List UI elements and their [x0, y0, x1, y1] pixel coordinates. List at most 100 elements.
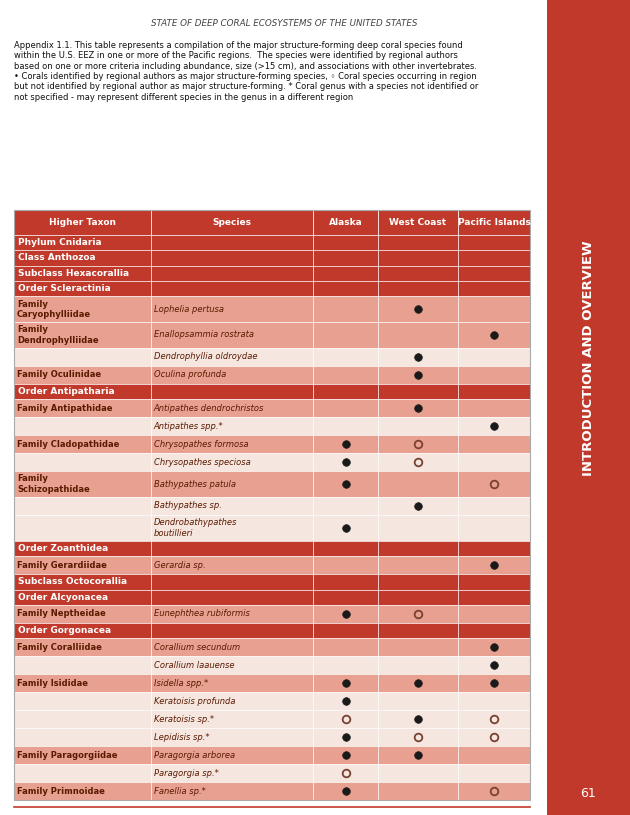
FancyBboxPatch shape [313, 417, 378, 435]
Text: Corallium secundum: Corallium secundum [154, 643, 240, 652]
Text: Lepidisis sp.*: Lepidisis sp.* [154, 733, 210, 742]
FancyBboxPatch shape [151, 623, 313, 638]
FancyBboxPatch shape [458, 497, 530, 515]
FancyBboxPatch shape [151, 250, 313, 266]
FancyBboxPatch shape [151, 266, 313, 281]
FancyBboxPatch shape [151, 589, 313, 605]
Text: Isidella spp.*: Isidella spp.* [154, 679, 208, 688]
FancyBboxPatch shape [14, 235, 151, 250]
FancyBboxPatch shape [378, 656, 458, 674]
FancyBboxPatch shape [378, 399, 458, 417]
FancyBboxPatch shape [378, 556, 458, 574]
FancyBboxPatch shape [14, 210, 151, 235]
Text: Higher Taxon: Higher Taxon [49, 218, 116, 227]
FancyBboxPatch shape [458, 574, 530, 589]
FancyBboxPatch shape [14, 399, 151, 417]
Bar [14, 210, 530, 800]
FancyBboxPatch shape [151, 417, 313, 435]
FancyBboxPatch shape [378, 417, 458, 435]
FancyBboxPatch shape [458, 556, 530, 574]
FancyBboxPatch shape [313, 747, 378, 764]
FancyBboxPatch shape [313, 693, 378, 711]
Text: Family Neptheidae: Family Neptheidae [17, 610, 106, 619]
FancyBboxPatch shape [14, 453, 151, 471]
FancyBboxPatch shape [458, 674, 530, 693]
Text: Paragorgia arborea: Paragorgia arborea [154, 751, 235, 760]
FancyBboxPatch shape [313, 435, 378, 453]
FancyBboxPatch shape [151, 605, 313, 623]
Text: STATE OF DEEP CORAL ECOSYSTEMS OF THE UNITED STATES: STATE OF DEEP CORAL ECOSYSTEMS OF THE UN… [151, 19, 418, 28]
FancyBboxPatch shape [378, 384, 458, 399]
FancyBboxPatch shape [14, 729, 151, 747]
FancyBboxPatch shape [458, 366, 530, 384]
Text: Subclass Hexacorallia: Subclass Hexacorallia [18, 269, 129, 278]
Text: Order Alcyonacea: Order Alcyonacea [18, 593, 108, 601]
FancyBboxPatch shape [458, 729, 530, 747]
FancyBboxPatch shape [14, 540, 151, 556]
FancyBboxPatch shape [313, 348, 378, 366]
FancyBboxPatch shape [151, 674, 313, 693]
FancyBboxPatch shape [313, 210, 378, 235]
FancyBboxPatch shape [458, 297, 530, 322]
Text: Family Coralliidae: Family Coralliidae [17, 643, 102, 652]
FancyBboxPatch shape [378, 366, 458, 384]
FancyBboxPatch shape [458, 435, 530, 453]
Text: Family Antipathidae: Family Antipathidae [17, 403, 112, 412]
FancyBboxPatch shape [14, 297, 151, 322]
FancyBboxPatch shape [378, 266, 458, 281]
FancyBboxPatch shape [14, 764, 151, 782]
FancyBboxPatch shape [14, 623, 151, 638]
FancyBboxPatch shape [378, 693, 458, 711]
Text: Subclass Octocorallia: Subclass Octocorallia [18, 577, 127, 586]
FancyBboxPatch shape [313, 540, 378, 556]
FancyBboxPatch shape [378, 453, 458, 471]
Text: Alaska: Alaska [329, 218, 363, 227]
Text: Antipathes spp.*: Antipathes spp.* [154, 421, 224, 431]
FancyBboxPatch shape [378, 348, 458, 366]
FancyBboxPatch shape [14, 266, 151, 281]
Text: Bathypathes patula: Bathypathes patula [154, 479, 236, 489]
FancyBboxPatch shape [313, 656, 378, 674]
FancyBboxPatch shape [151, 782, 313, 800]
FancyBboxPatch shape [14, 515, 151, 540]
Text: Gerardia sp.: Gerardia sp. [154, 561, 205, 570]
FancyBboxPatch shape [14, 250, 151, 266]
Text: Order Gorgonacea: Order Gorgonacea [18, 626, 111, 635]
FancyBboxPatch shape [378, 589, 458, 605]
FancyBboxPatch shape [458, 471, 530, 497]
FancyBboxPatch shape [378, 729, 458, 747]
Text: West Coast: West Coast [389, 218, 447, 227]
Text: INTRODUCTION AND OVERVIEW: INTRODUCTION AND OVERVIEW [582, 240, 595, 477]
Text: Family Paragorgiidae: Family Paragorgiidae [17, 751, 117, 760]
FancyBboxPatch shape [458, 348, 530, 366]
FancyBboxPatch shape [151, 281, 313, 297]
FancyBboxPatch shape [458, 235, 530, 250]
FancyBboxPatch shape [458, 540, 530, 556]
FancyBboxPatch shape [14, 747, 151, 764]
FancyBboxPatch shape [313, 674, 378, 693]
FancyBboxPatch shape [313, 711, 378, 729]
FancyBboxPatch shape [458, 453, 530, 471]
Text: Enallopsammia rostrata: Enallopsammia rostrata [154, 331, 254, 340]
FancyBboxPatch shape [14, 693, 151, 711]
FancyBboxPatch shape [313, 497, 378, 515]
FancyBboxPatch shape [378, 322, 458, 348]
FancyBboxPatch shape [14, 471, 151, 497]
FancyBboxPatch shape [313, 638, 378, 656]
FancyBboxPatch shape [458, 250, 530, 266]
FancyBboxPatch shape [313, 366, 378, 384]
Text: Chrysopathes speciosa: Chrysopathes speciosa [154, 458, 251, 467]
Text: Family
Caryophylliidae: Family Caryophylliidae [17, 300, 91, 319]
Text: Dendrobathypathes
boutillieri: Dendrobathypathes boutillieri [154, 518, 238, 538]
Text: Keratoisis profunda: Keratoisis profunda [154, 697, 236, 706]
FancyBboxPatch shape [313, 453, 378, 471]
FancyBboxPatch shape [151, 210, 313, 235]
FancyBboxPatch shape [378, 515, 458, 540]
Text: Family Primnoidae: Family Primnoidae [17, 786, 105, 795]
FancyBboxPatch shape [378, 281, 458, 297]
Text: Family Gerardiidae: Family Gerardiidae [17, 561, 107, 570]
FancyBboxPatch shape [458, 589, 530, 605]
FancyBboxPatch shape [458, 322, 530, 348]
FancyBboxPatch shape [14, 605, 151, 623]
FancyBboxPatch shape [458, 638, 530, 656]
